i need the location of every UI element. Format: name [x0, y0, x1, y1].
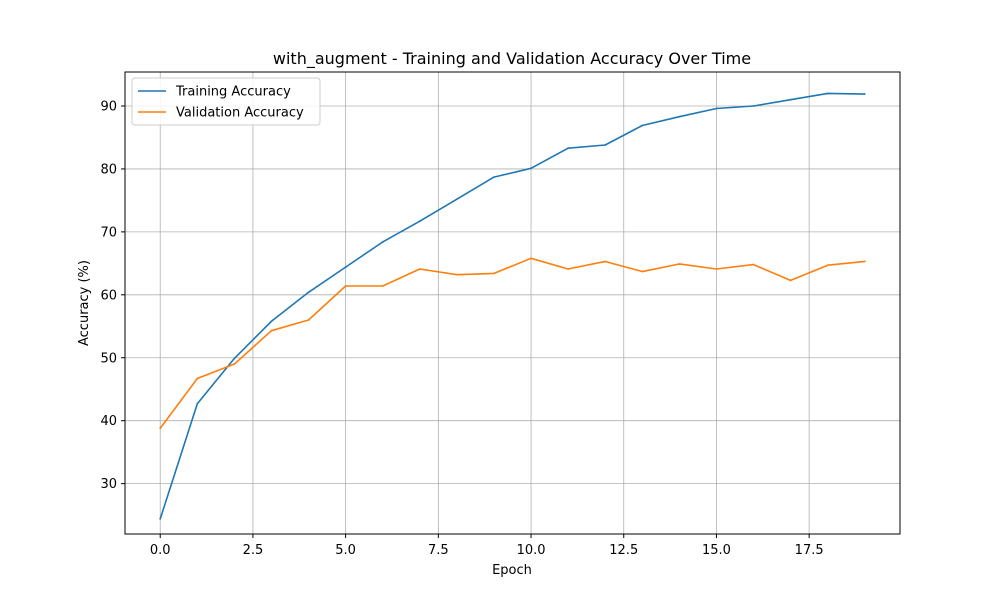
data-point-training-accuracy [826, 92, 829, 95]
data-point-training-accuracy [678, 115, 681, 118]
data-point-validation-accuracy [493, 272, 495, 275]
data-point-training-accuracy [604, 144, 607, 146]
data-point-validation-accuracy [233, 363, 236, 365]
data-point-validation-accuracy [715, 268, 718, 270]
y-tick-label: 50 [100, 351, 117, 366]
data-point-training-accuracy [493, 176, 495, 179]
x-axis-label: Epoch [492, 563, 532, 578]
data-point-validation-accuracy [196, 377, 199, 380]
series-line-training-accuracy [159, 92, 865, 520]
y-tick-label: 90 [100, 99, 117, 114]
x-tick-label: 12.5 [609, 543, 638, 558]
y-tick-label: 80 [100, 162, 117, 177]
y-tick-label: 60 [100, 288, 117, 303]
grid-lines [125, 72, 900, 534]
data-point-validation-accuracy [604, 260, 607, 263]
data-point-training-accuracy [641, 124, 644, 127]
data-point-training-accuracy [863, 93, 866, 95]
legend-box [131, 77, 321, 126]
x-tick-label: 15.0 [702, 543, 731, 558]
chart-title: with_augment - Training and Validation A… [273, 49, 751, 69]
data-point-training-accuracy [344, 266, 347, 269]
x-tick-label: 2.5 [243, 543, 264, 558]
legend: Training Accuracy Validation Accuracy [131, 77, 321, 126]
data-point-validation-accuracy [863, 260, 866, 263]
data-point-training-accuracy [233, 357, 236, 360]
x-tick-label: 7.5 [428, 543, 449, 558]
data-point-training-accuracy [752, 105, 755, 107]
y-tick-label: 30 [100, 477, 117, 492]
data-point-training-accuracy [567, 147, 570, 150]
x-tick-label: 10.0 [517, 543, 546, 558]
legend-label: Validation Accuracy [176, 106, 304, 121]
data-point-training-accuracy [196, 402, 199, 405]
data-point-training-accuracy [418, 220, 421, 223]
data-point-training-accuracy [530, 167, 532, 170]
data-point-validation-accuracy [567, 268, 570, 270]
y-tick-label: 70 [100, 225, 117, 240]
data-point-validation-accuracy [678, 263, 681, 265]
data-point-training-accuracy [715, 107, 718, 110]
data-point-validation-accuracy [752, 263, 755, 266]
data-point-training-accuracy [307, 291, 310, 294]
data-point-validation-accuracy [455, 273, 458, 276]
data-point-validation-accuracy [530, 257, 532, 260]
data-point-validation-accuracy [270, 329, 273, 332]
data-point-training-accuracy [789, 98, 792, 101]
x-tick-label: 0.0 [150, 543, 171, 558]
data-point-validation-accuracy [344, 285, 347, 287]
data-point-validation-accuracy [159, 427, 162, 430]
plot-frame [124, 71, 901, 535]
data-point-training-accuracy [381, 241, 384, 243]
data-point-training-accuracy [455, 198, 458, 201]
y-axis-label: Accuracy (%) [77, 260, 92, 346]
data-point-training-accuracy [270, 320, 273, 323]
data-point-training-accuracy [159, 517, 162, 520]
data-point-validation-accuracy [789, 279, 792, 282]
y-tick-label: 40 [100, 414, 117, 429]
x-tick-label: 5.0 [335, 543, 356, 558]
series-line-validation-accuracy [159, 257, 865, 429]
data-point-validation-accuracy [826, 264, 829, 267]
series-layer [159, 92, 866, 520]
legend-label: Training Accuracy [175, 85, 291, 100]
data-point-validation-accuracy [381, 285, 384, 287]
data-point-validation-accuracy [641, 270, 644, 273]
axis-ticks: 0.0 2.5 5.0 7.5 10.0 12.5 15.0 17.5 30 40 50 60 70 80… [100, 99, 823, 558]
data-point-validation-accuracy [307, 319, 310, 321]
x-tick-label: 17.5 [795, 543, 824, 558]
data-point-validation-accuracy [418, 268, 421, 270]
